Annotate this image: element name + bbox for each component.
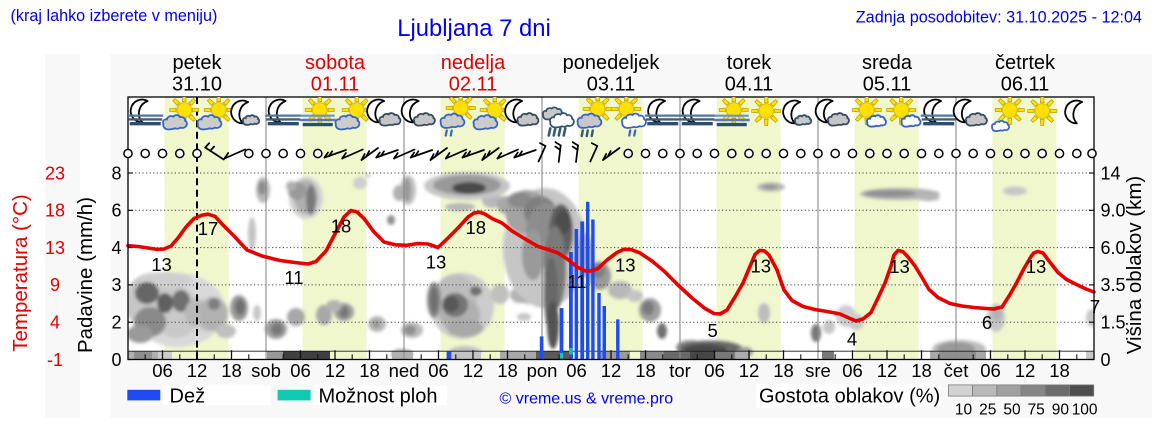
svg-text:4: 4 (847, 329, 857, 350)
svg-text:13: 13 (45, 238, 65, 258)
svg-text:petek: petek (173, 52, 223, 74)
svg-text:12: 12 (325, 360, 346, 381)
svg-text:© vreme.us & vreme.pro: © vreme.us & vreme.pro (500, 391, 674, 408)
svg-text:03.11: 03.11 (587, 74, 636, 96)
svg-text:Gostota oblakov (%): Gostota oblakov (%) (759, 385, 940, 407)
svg-text:13: 13 (751, 256, 772, 277)
svg-text:06: 06 (428, 360, 449, 381)
svg-text:90: 90 (1052, 402, 1070, 419)
svg-text:(kraj lahko izberete v meniju): (kraj lahko izberete v meniju) (11, 7, 218, 25)
svg-text:4: 4 (50, 313, 60, 333)
svg-text:18: 18 (331, 216, 352, 237)
svg-text:06: 06 (842, 360, 863, 381)
svg-text:ned: ned (389, 360, 420, 381)
svg-text:13: 13 (615, 254, 636, 275)
svg-text:12: 12 (739, 360, 760, 381)
svg-text:13: 13 (151, 254, 172, 275)
svg-text:50: 50 (1003, 402, 1021, 419)
svg-text:25: 25 (979, 402, 996, 419)
svg-text:06.11: 06.11 (1001, 74, 1050, 96)
svg-text:18: 18 (221, 360, 242, 381)
svg-text:sobota: sobota (305, 52, 366, 74)
svg-text:12: 12 (463, 360, 484, 381)
svg-text:11: 11 (284, 267, 303, 288)
svg-text:8: 8 (111, 163, 121, 183)
svg-text:18: 18 (635, 360, 656, 381)
svg-text:18: 18 (45, 201, 65, 221)
svg-text:18: 18 (911, 360, 932, 381)
svg-text:3.5: 3.5 (1101, 275, 1126, 295)
svg-text:06: 06 (152, 360, 173, 381)
svg-text:ponedeljek: ponedeljek (563, 52, 661, 74)
svg-text:12: 12 (187, 360, 208, 381)
svg-text:5: 5 (708, 320, 718, 341)
svg-text:sreda: sreda (862, 52, 913, 74)
svg-text:9.0: 9.0 (1101, 201, 1126, 221)
svg-text:10: 10 (955, 402, 973, 419)
svg-text:18: 18 (497, 360, 518, 381)
svg-text:04.11: 04.11 (725, 74, 774, 96)
svg-text:75: 75 (1028, 402, 1045, 419)
svg-text:Padavine (mm/h): Padavine (mm/h) (74, 197, 97, 353)
svg-text:18: 18 (466, 217, 487, 238)
svg-text:Dež: Dež (170, 385, 206, 407)
svg-text:11: 11 (567, 271, 586, 292)
svg-text:17: 17 (198, 218, 219, 239)
svg-text:čet: čet (944, 360, 969, 381)
svg-text:sre: sre (805, 360, 831, 381)
svg-text:četrtek: četrtek (995, 52, 1056, 74)
svg-text:06: 06 (980, 360, 1001, 381)
svg-text:06: 06 (704, 360, 725, 381)
svg-text:9: 9 (50, 275, 60, 295)
svg-text:0: 0 (1101, 350, 1111, 370)
svg-text:sob: sob (251, 360, 281, 381)
svg-text:18: 18 (359, 360, 380, 381)
svg-text:Možnost ploh: Možnost ploh (319, 385, 438, 407)
svg-text:23: 23 (45, 163, 65, 183)
svg-text:18: 18 (1049, 360, 1070, 381)
svg-text:100: 100 (1072, 402, 1098, 419)
svg-text:nedelja: nedelja (441, 52, 506, 74)
svg-text:Višina oblakov (km): Višina oblakov (km) (1123, 176, 1146, 355)
svg-text:pon: pon (527, 360, 558, 381)
svg-text:18: 18 (773, 360, 794, 381)
svg-text:13: 13 (1026, 256, 1047, 277)
svg-text:6.0: 6.0 (1101, 238, 1126, 258)
svg-text:31.10: 31.10 (172, 74, 222, 96)
svg-text:12: 12 (601, 360, 622, 381)
svg-text:torek: torek (727, 52, 772, 74)
svg-text:Ljubljana 7 dni: Ljubljana 7 dni (397, 15, 550, 42)
svg-text:6: 6 (111, 201, 121, 221)
svg-text:6: 6 (982, 312, 992, 333)
svg-text:-1: -1 (47, 350, 63, 370)
svg-text:2: 2 (111, 313, 121, 333)
svg-text:7: 7 (1090, 296, 1100, 317)
svg-text:13: 13 (889, 256, 910, 277)
svg-text:1.5: 1.5 (1101, 313, 1126, 333)
svg-text:13: 13 (426, 252, 447, 273)
svg-text:02.11: 02.11 (449, 74, 498, 96)
svg-text:05.11: 05.11 (863, 74, 912, 96)
svg-text:12: 12 (1015, 360, 1036, 381)
svg-text:0: 0 (111, 350, 121, 370)
svg-text:14: 14 (1101, 163, 1121, 183)
svg-text:01.11: 01.11 (311, 74, 360, 96)
svg-text:Temperatura (°C): Temperatura (°C) (9, 194, 32, 351)
svg-text:4: 4 (111, 238, 121, 258)
svg-text:Zadnja posodobitev: 31.10.2025: Zadnja posodobitev: 31.10.2025 - 12:04 (856, 9, 1142, 27)
svg-text:tor: tor (669, 360, 691, 381)
svg-text:3: 3 (111, 275, 121, 295)
svg-text:12: 12 (877, 360, 898, 381)
svg-text:06: 06 (566, 360, 587, 381)
svg-text:06: 06 (290, 360, 311, 381)
